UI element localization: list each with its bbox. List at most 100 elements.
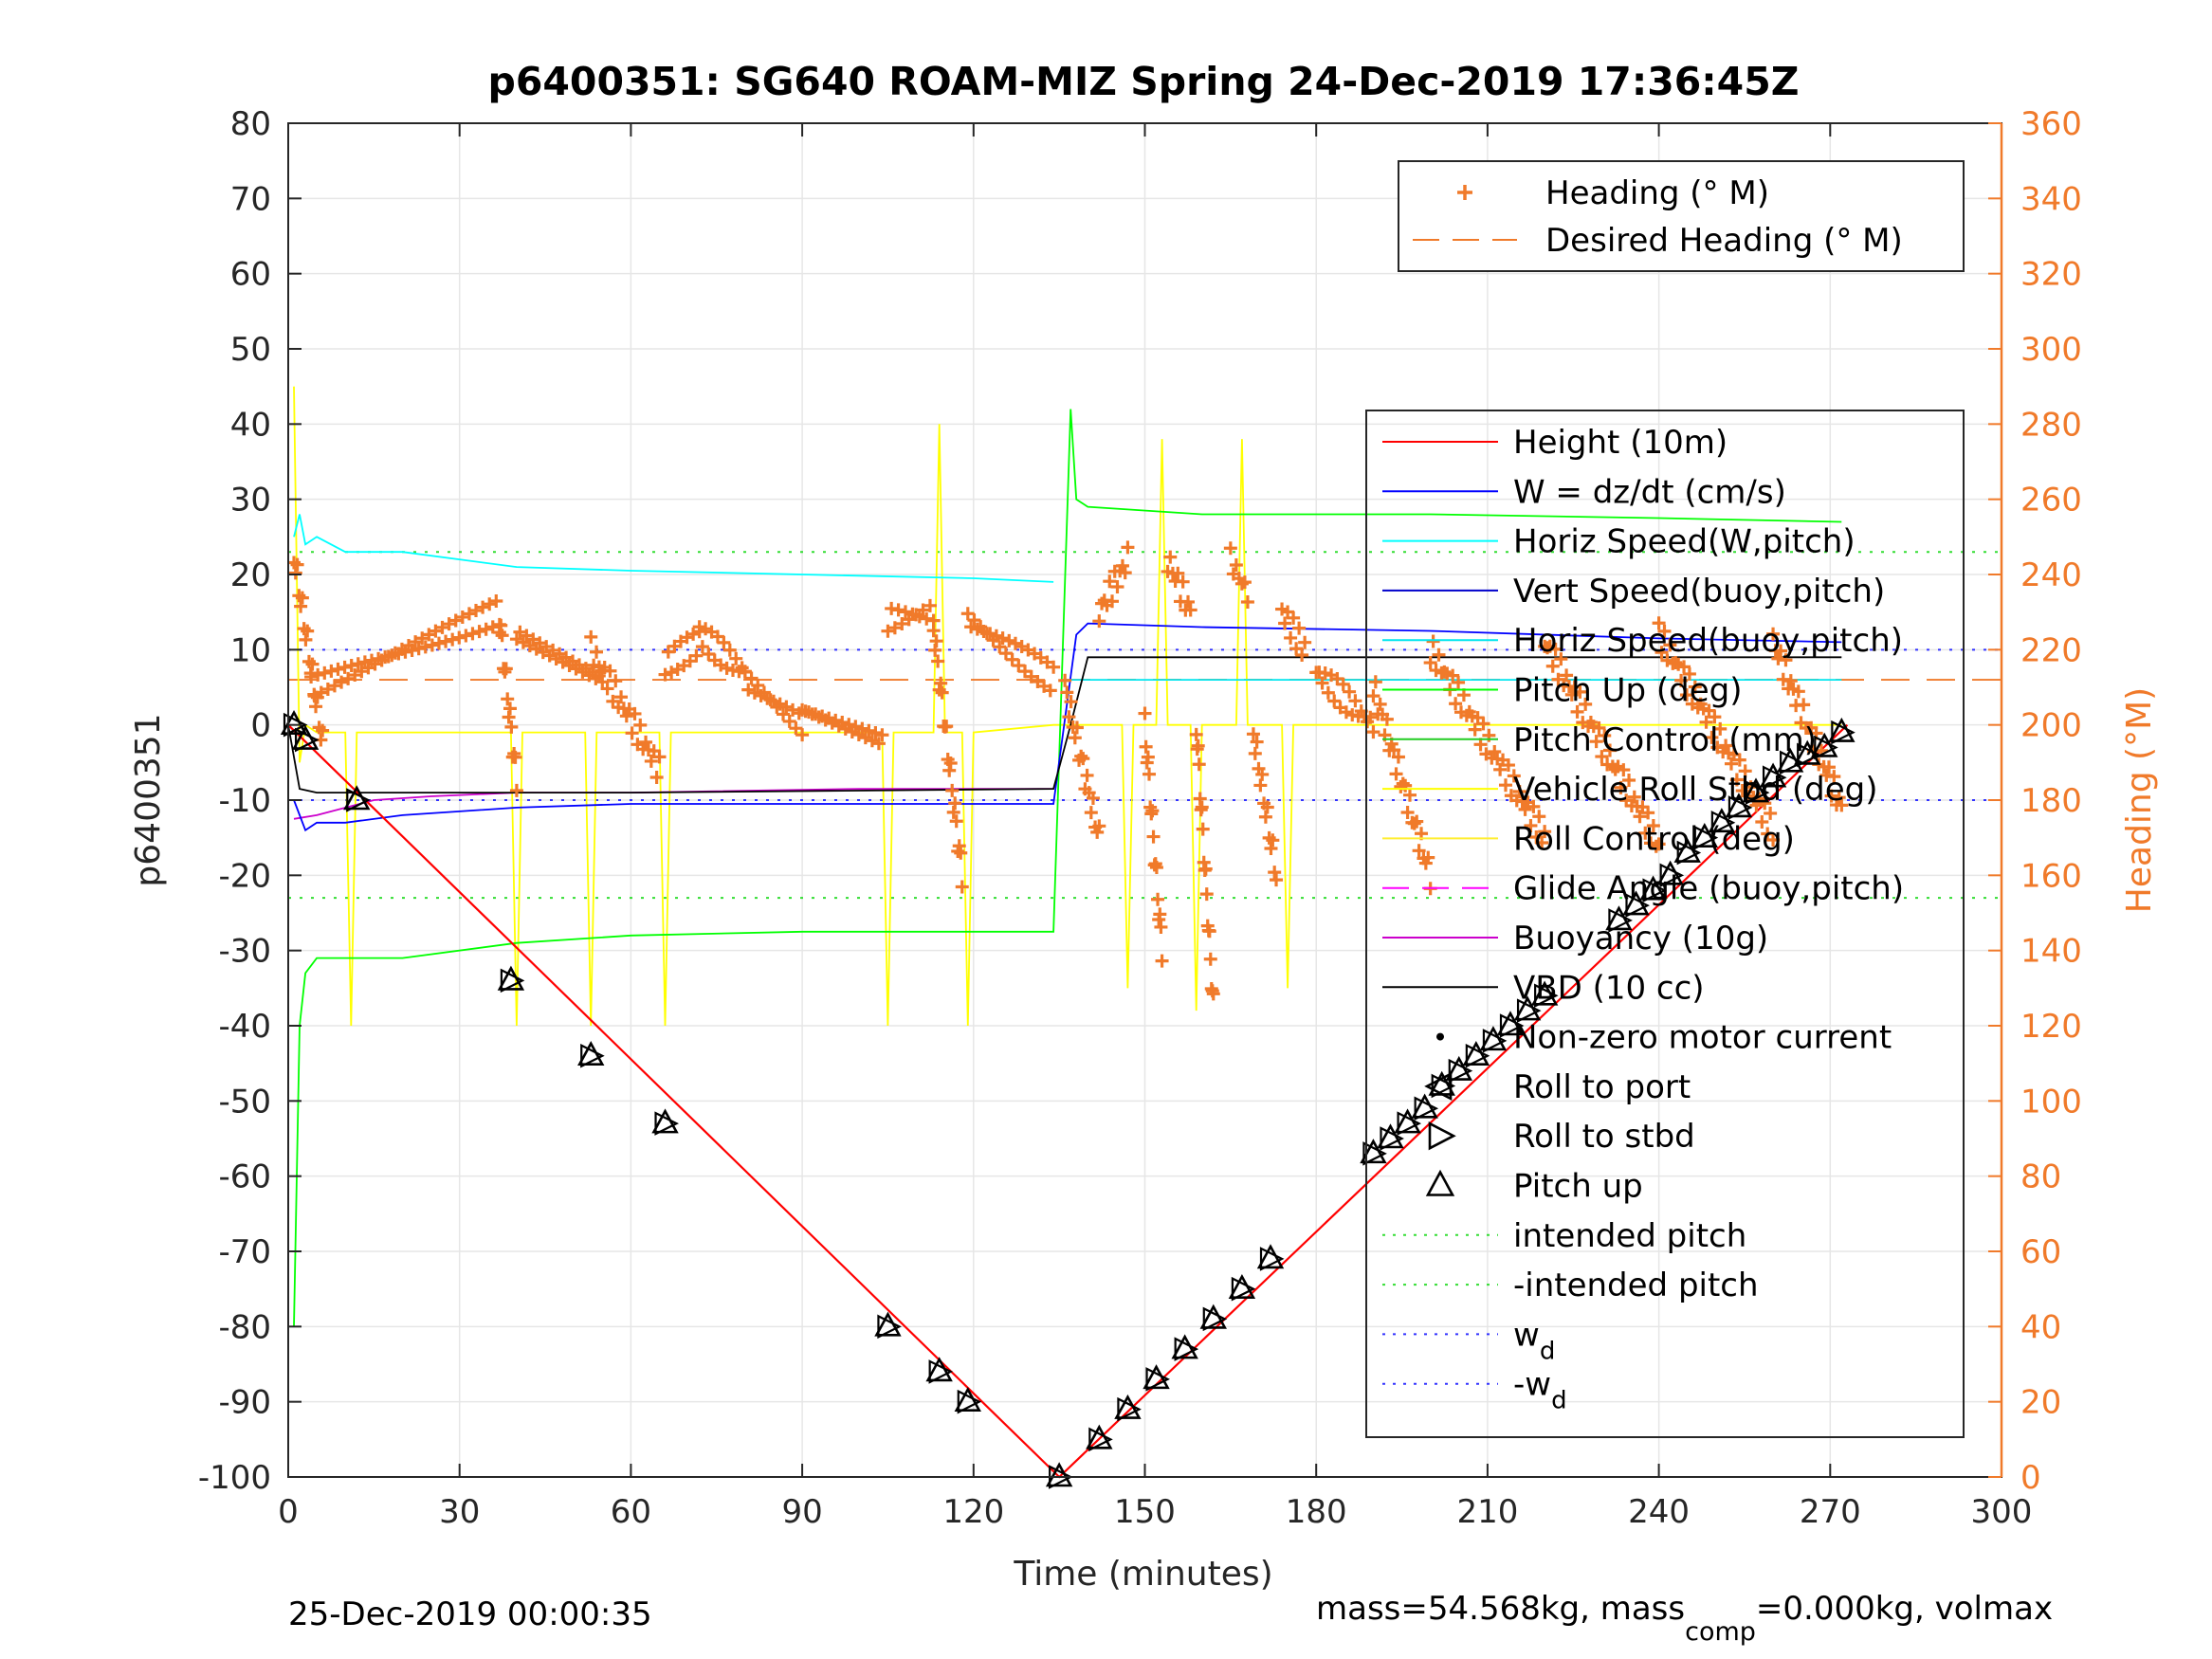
- heading-point: [1832, 791, 1846, 805]
- y-tick-label: -60: [218, 1158, 271, 1196]
- heading-point: [1223, 541, 1237, 556]
- y-right-tick-label: 260: [2020, 482, 2082, 520]
- y-tick-label: -40: [218, 1008, 271, 1046]
- heading-point: [1074, 749, 1088, 763]
- x-tick-label: 270: [1800, 1493, 1861, 1531]
- y-tick-label: -80: [218, 1308, 271, 1346]
- y-tick-label: -10: [218, 782, 271, 820]
- heading-point: [1292, 621, 1307, 635]
- heading-point: [1627, 790, 1641, 804]
- y-tick-label: -90: [218, 1384, 271, 1422]
- heading-point: [782, 714, 796, 728]
- heading-point: [1824, 789, 1838, 803]
- heading-point: [1638, 826, 1653, 840]
- heading-point: [1507, 769, 1521, 783]
- heading-point: [1163, 550, 1178, 564]
- heading-point: [1545, 659, 1560, 673]
- legend-entry-label: Pitch Control (mm): [1513, 721, 1817, 759]
- heading-point: [923, 598, 937, 612]
- heading-point: [1652, 616, 1666, 630]
- roll-marker: [1231, 1276, 1256, 1302]
- heading-point: [722, 643, 737, 657]
- legend-entry-label: W = dz/dt (cm/s): [1513, 473, 1786, 511]
- y-axis-right-label: Heading (°M): [2120, 687, 2159, 913]
- heading-point: [916, 603, 930, 617]
- heading-point: [1398, 778, 1413, 793]
- y-right-tick-label: 60: [2020, 1233, 2061, 1271]
- legend-swatch: [1428, 1121, 1456, 1151]
- heading-point: [411, 642, 426, 656]
- y-tick-label: -20: [218, 857, 271, 895]
- y-right-tick-label: 180: [2020, 782, 2082, 820]
- heading-point: [584, 629, 598, 644]
- heading-point: [1206, 987, 1220, 1001]
- roll-marker: [1516, 998, 1542, 1023]
- heading-point: [1058, 673, 1072, 687]
- heading-point: [1199, 887, 1214, 902]
- heading-point: [1797, 698, 1811, 712]
- heading-point: [1426, 634, 1440, 648]
- y-tick-label: 0: [250, 707, 271, 745]
- heading-point: [1115, 558, 1129, 573]
- roll-marker: [1762, 765, 1787, 790]
- heading-point: [1295, 648, 1309, 663]
- heading-point: [1315, 676, 1329, 690]
- heading-point: [1270, 873, 1284, 887]
- x-tick-label: 180: [1286, 1493, 1347, 1531]
- heading-point: [1400, 806, 1415, 820]
- heading-point: [1649, 839, 1663, 853]
- heading-point: [1688, 680, 1702, 694]
- heading-point: [1589, 735, 1603, 749]
- roll-marker: [1831, 720, 1856, 745]
- heading-point: [1791, 684, 1805, 699]
- y-right-tick-label: 300: [2020, 331, 2082, 369]
- roll-marker: [654, 1111, 679, 1136]
- heading-point: [1183, 603, 1197, 617]
- heading-point: [1366, 725, 1380, 739]
- legend-swatch: [1457, 185, 1472, 200]
- roll-marker: [1174, 1337, 1199, 1361]
- heading-point: [1240, 594, 1254, 609]
- heading-point: [1068, 731, 1082, 745]
- heading-point: [1103, 574, 1117, 589]
- heading-point: [425, 638, 439, 652]
- heading-point: [341, 671, 356, 685]
- y-right-tick-label: 320: [2020, 256, 2082, 294]
- heading-point: [658, 667, 672, 682]
- heading-point: [1086, 791, 1100, 805]
- roll-marker: [1676, 840, 1702, 866]
- heading-point: [316, 723, 330, 738]
- heading-point: [1654, 646, 1669, 660]
- legend-entry-label: Buoyancy (10g): [1513, 920, 1768, 957]
- heading-point: [1092, 614, 1106, 629]
- heading-point: [1092, 819, 1106, 833]
- legend-entry-label: intended pitch: [1513, 1217, 1746, 1255]
- heading-point: [1476, 717, 1490, 731]
- y-tick-label: 10: [230, 631, 271, 669]
- legend-entry-label: Height (10m): [1513, 424, 1728, 462]
- heading-point: [1421, 850, 1435, 865]
- roll-marker: [1499, 1013, 1525, 1038]
- heading-point: [1064, 695, 1078, 709]
- heading-point: [695, 640, 709, 654]
- heading-point: [1663, 638, 1677, 652]
- heading-point: [858, 731, 872, 745]
- heading-point: [595, 675, 610, 689]
- heading-point: [842, 718, 856, 732]
- y-right-tick-label: 340: [2020, 180, 2082, 218]
- heading-point: [452, 630, 466, 645]
- heading-point: [1766, 832, 1781, 847]
- heading-point: [1138, 706, 1152, 720]
- heading-point: [871, 737, 886, 751]
- series-horiz-speed-w-pitch: [293, 514, 1054, 583]
- roll-marker: [1710, 811, 1736, 835]
- y-axis-right-ticks: 0 20 40 60 80 100 120 140 160 180 200 220 240 260 280 3…: [1988, 105, 2082, 1497]
- legend-entry-label: Horiz Speed(buoy,pitch): [1513, 622, 1903, 660]
- heading-point: [1573, 684, 1587, 699]
- heading-point: [644, 754, 658, 768]
- heading-point: [307, 689, 321, 703]
- heading-point: [1512, 785, 1526, 799]
- series-pitch-up-deg: [293, 409, 1842, 1327]
- footer-mass-prefix: mass=54.568kg, mass: [1316, 1590, 1685, 1628]
- y-axis-ticks: -100-90-80-70-60-50-40-30-20-10010203040…: [198, 105, 302, 1497]
